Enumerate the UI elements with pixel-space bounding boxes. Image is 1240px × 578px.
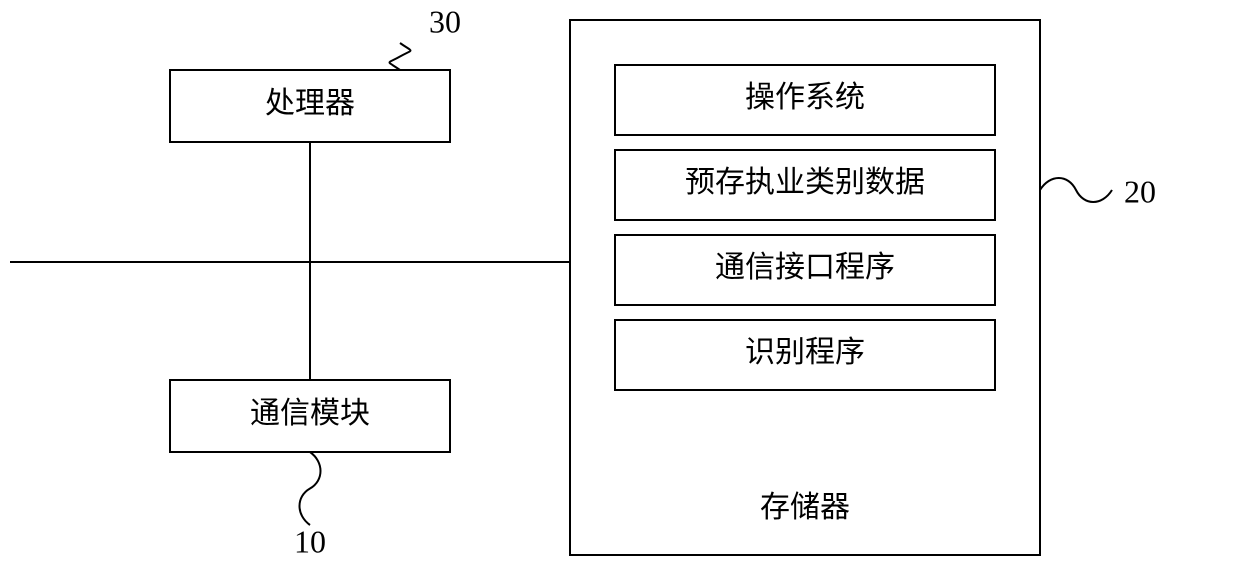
- ref-number-memory: 20: [1124, 173, 1156, 209]
- memory-item-label-3: 识别程序: [745, 336, 865, 369]
- memory-item-label-0: 操作系统: [745, 81, 865, 114]
- memory-item-label-2: 通信接口程序: [715, 251, 895, 284]
- memory-label: 存储器: [760, 491, 850, 524]
- ref-number-comm: 10: [294, 523, 326, 559]
- diagram-canvas: 存储器 操作系统预存执业类别数据通信接口程序识别程序 处理器通信模块 30 10 20: [0, 0, 1240, 578]
- comm-module-label: 通信模块: [250, 397, 370, 430]
- processor-label: 处理器: [265, 87, 355, 120]
- ref-squiggle-memory: [1040, 178, 1112, 202]
- memory-item-label-1: 预存执业类别数据: [685, 166, 925, 199]
- ref-number-processor: 30: [429, 3, 461, 39]
- ref-squiggle-comm: [300, 452, 321, 525]
- ref-squiggle-processor: [390, 43, 411, 70]
